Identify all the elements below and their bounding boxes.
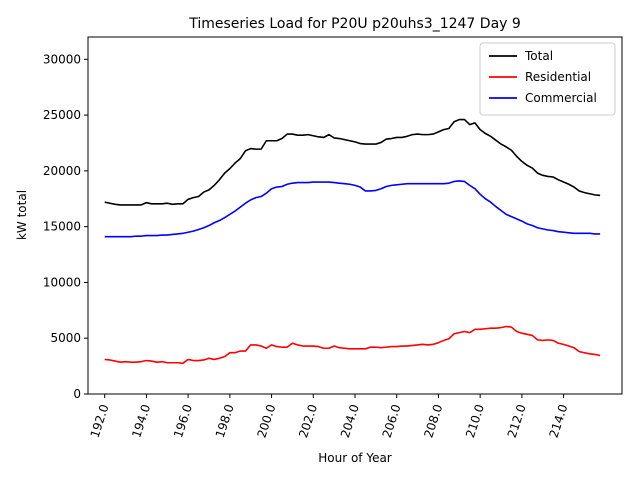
y-tick-label: 0 bbox=[73, 387, 81, 401]
x-tick-label: 198.0 bbox=[213, 403, 237, 440]
x-tick-label: 206.0 bbox=[380, 403, 404, 440]
x-tick-label: 212.0 bbox=[505, 403, 529, 440]
x-axis: 192.0 194.0 196.0 198.0 200.0 202.0 204.0 206.0… bbox=[88, 394, 571, 440]
x-tick-label: 204.0 bbox=[338, 403, 362, 440]
y-tick-label: 10000 bbox=[43, 275, 81, 289]
series-layer bbox=[104, 118, 601, 365]
x-tick-label: 202.0 bbox=[296, 403, 320, 440]
y-axis-label: kW total bbox=[15, 190, 29, 240]
x-tick-label: 208.0 bbox=[421, 403, 445, 440]
legend-box bbox=[479, 42, 616, 116]
x-tick-label: 196.0 bbox=[171, 403, 195, 440]
chart-title: Timeseries Load for P20U p20uhs3_1247 Da… bbox=[188, 16, 521, 32]
x-tick-label: 192.0 bbox=[88, 403, 112, 440]
legend-label-total: Total bbox=[524, 49, 553, 63]
y-tick-label: 20000 bbox=[43, 164, 81, 178]
x-tick-label: 214.0 bbox=[547, 403, 571, 440]
y-tick-label: 15000 bbox=[43, 220, 81, 234]
legend-label-residential: Residential bbox=[525, 70, 591, 84]
x-tick-label: 200.0 bbox=[254, 403, 278, 440]
x-axis-label: Hour of Year bbox=[318, 451, 392, 465]
series-line-residential bbox=[104, 325, 601, 365]
y-tick-label: 30000 bbox=[43, 52, 81, 66]
legend: Total Residential Commercial bbox=[479, 42, 616, 116]
legend-label-commercial: Commercial bbox=[525, 91, 597, 105]
x-tick-label: 210.0 bbox=[463, 403, 487, 440]
series-line-commercial bbox=[104, 180, 601, 238]
y-tick-label: 25000 bbox=[43, 108, 81, 122]
series-line-total bbox=[104, 118, 601, 206]
y-tick-label: 5000 bbox=[50, 331, 81, 345]
y-axis: 0 5000 10000 15000 20000 25000 30000 bbox=[43, 52, 88, 401]
x-tick-label: 194.0 bbox=[129, 403, 153, 440]
